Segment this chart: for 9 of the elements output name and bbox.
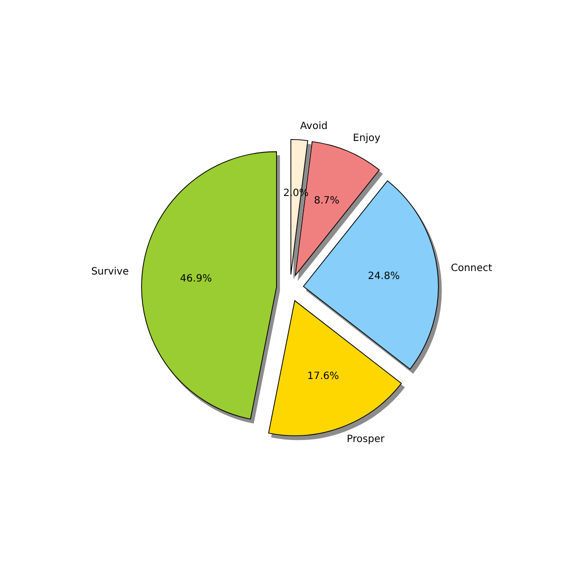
data-label: 24.8% [368,271,400,282]
slice-label: Enjoy [352,133,380,144]
slice-label: Survive [91,266,129,278]
slice-label: Connect [450,263,492,274]
data-label: 17.6% [307,371,340,382]
slice-label: Avoid [300,120,328,132]
data-label: 8.7% [314,195,340,206]
data-label: 46.9% [180,273,212,284]
slice-label: Prosper [346,434,386,446]
